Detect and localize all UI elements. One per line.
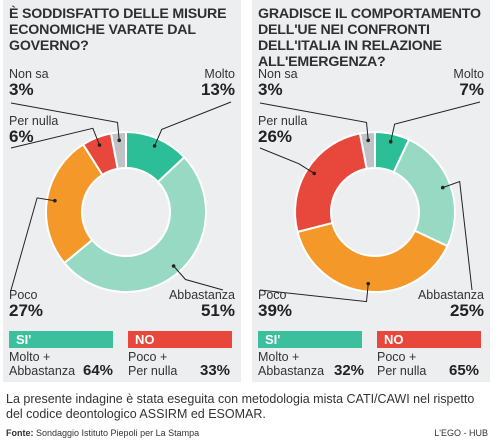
label-abbastanza: Abbastanza bbox=[168, 288, 235, 302]
no-badge: NO bbox=[128, 331, 232, 348]
methodology-note: La presente indagine è stata eseguita co… bbox=[6, 392, 475, 421]
no-description-line2: Per nulla bbox=[128, 364, 178, 378]
value-molto: 7% bbox=[459, 80, 484, 99]
si-badge: SI' bbox=[9, 331, 113, 348]
leader-line bbox=[442, 180, 473, 291]
no-description-line1: Poco + bbox=[128, 350, 168, 364]
value-poco: 39% bbox=[258, 301, 293, 320]
leader-line bbox=[259, 102, 369, 141]
donut-chart bbox=[10, 101, 232, 293]
leader-dot bbox=[440, 185, 445, 190]
value-poco: 27% bbox=[9, 301, 44, 320]
label-non-sa: Non sa bbox=[9, 67, 49, 81]
no-description-line2: Per nulla bbox=[377, 364, 427, 378]
no-description-line1: Poco + bbox=[377, 350, 417, 364]
leader-line bbox=[10, 102, 120, 141]
label-molto: Molto bbox=[453, 67, 484, 81]
value-abbastanza: 25% bbox=[449, 301, 484, 320]
leader-dot bbox=[388, 139, 393, 144]
leader-dot bbox=[171, 264, 176, 268]
no-description: Poco + Per nulla bbox=[128, 350, 177, 378]
leader-dot bbox=[97, 143, 102, 147]
si-description: Molto + Abbastanza bbox=[258, 350, 324, 378]
leader-line bbox=[390, 101, 481, 142]
leader-dot bbox=[152, 144, 157, 148]
value-non-sa: 3% bbox=[258, 80, 283, 99]
leader-line bbox=[10, 127, 100, 149]
leader-line bbox=[10, 197, 55, 291]
leader-dot bbox=[366, 281, 371, 286]
credit: L'EGO - HUB bbox=[434, 428, 488, 438]
no-description: Poco + Per nulla bbox=[377, 350, 426, 378]
slice-poco bbox=[296, 221, 449, 293]
source-note: Fonte: Sondaggio Istituto Piepoli per La… bbox=[6, 428, 199, 438]
donut-chart bbox=[259, 101, 481, 303]
si-value: 64% bbox=[83, 362, 114, 379]
no-badge: NO bbox=[377, 331, 481, 348]
label-poco: Poco bbox=[258, 288, 287, 302]
leader-dot bbox=[117, 138, 122, 143]
slice-per-nulla bbox=[294, 132, 368, 234]
leader-dot bbox=[312, 171, 317, 176]
chart-title: GRADISCE IL COMPORTAMENTO DELL'UE NEI CO… bbox=[258, 6, 481, 70]
si-description-line1: Molto + bbox=[9, 350, 51, 364]
chart-title: È SODDISFATTO DELLE MISURE ECONOMICHE VA… bbox=[9, 6, 227, 54]
si-value: 32% bbox=[334, 362, 365, 379]
leader-dot bbox=[366, 138, 371, 143]
source-text: Sondaggio Istituto Piepoli per La Stampa bbox=[33, 428, 200, 438]
slice-abbastanza bbox=[392, 138, 456, 248]
slice-non-sa bbox=[109, 130, 127, 170]
label-non-sa: Non sa bbox=[258, 67, 298, 81]
label-per-nulla: Per nulla bbox=[9, 114, 59, 128]
source-label: Fonte: bbox=[6, 428, 34, 438]
slice-non-sa bbox=[358, 130, 376, 170]
label-abbastanza: Abbastanza bbox=[417, 288, 484, 302]
label-molto: Molto bbox=[204, 67, 235, 81]
slice-abbastanza bbox=[62, 155, 207, 293]
value-per-nulla: 6% bbox=[9, 127, 34, 146]
leader-line bbox=[259, 283, 369, 303]
no-value: 65% bbox=[449, 362, 480, 379]
leader-line bbox=[259, 147, 315, 174]
label-poco: Poco bbox=[9, 288, 38, 302]
si-description-line1: Molto + bbox=[258, 350, 300, 364]
leader-line bbox=[173, 265, 224, 291]
si-description-line2: Abbastanza bbox=[258, 364, 325, 378]
chart-panel-right: GRADISCE IL COMPORTAMENTO DELL'UE NEI CO… bbox=[252, 0, 490, 382]
si-badge: SI' bbox=[258, 331, 362, 348]
value-molto: 13% bbox=[200, 80, 235, 99]
leader-line bbox=[154, 101, 232, 147]
si-description-line2: Abbastanza bbox=[9, 364, 76, 378]
leader-dot bbox=[53, 198, 57, 203]
si-description: Molto + Abbastanza bbox=[9, 350, 75, 378]
value-per-nulla: 26% bbox=[258, 127, 293, 146]
label-per-nulla: Per nulla bbox=[258, 114, 308, 128]
chart-panel-left: È SODDISFATTO DELLE MISURE ECONOMICHE VA… bbox=[3, 0, 241, 382]
value-non-sa: 3% bbox=[9, 80, 34, 99]
no-value: 33% bbox=[200, 362, 231, 379]
slice-poco bbox=[45, 143, 104, 265]
value-abbastanza: 51% bbox=[200, 301, 235, 320]
